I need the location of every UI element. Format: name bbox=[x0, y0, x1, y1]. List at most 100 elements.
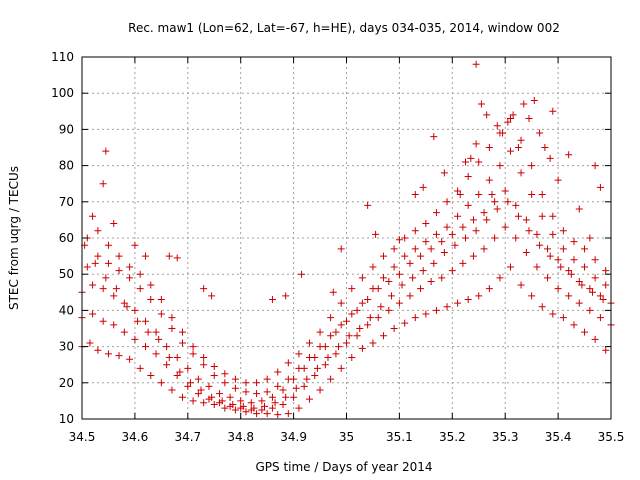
data-point bbox=[353, 332, 361, 340]
data-point bbox=[242, 388, 250, 396]
data-point bbox=[343, 339, 350, 347]
x-axis-ticks: 34.5 34.6 34.7 34.8 34.9 35 35.1 35.2 35.3 35.4 35… bbox=[69, 57, 625, 444]
data-point bbox=[126, 274, 134, 282]
data-point bbox=[377, 303, 385, 311]
data-point bbox=[454, 299, 462, 307]
data-point bbox=[578, 281, 586, 289]
data-point bbox=[165, 252, 173, 260]
data-point bbox=[152, 328, 160, 336]
data-point bbox=[406, 259, 414, 267]
x-tick-label: 34.8 bbox=[227, 430, 254, 444]
data-point bbox=[464, 172, 472, 180]
data-point bbox=[591, 256, 599, 264]
data-point bbox=[501, 187, 509, 195]
data-point bbox=[268, 296, 276, 304]
data-point bbox=[467, 154, 475, 162]
data-point bbox=[559, 314, 567, 322]
data-point bbox=[395, 299, 403, 307]
data-point bbox=[528, 191, 536, 199]
data-point bbox=[313, 364, 321, 372]
data-point bbox=[316, 386, 324, 394]
data-point bbox=[398, 281, 406, 289]
y-tick-label: 10 bbox=[59, 412, 74, 426]
data-point bbox=[602, 346, 610, 354]
data-point bbox=[348, 285, 356, 293]
data-point bbox=[337, 245, 345, 253]
data-point bbox=[136, 364, 144, 372]
y-tick-label: 30 bbox=[59, 340, 74, 354]
data-point bbox=[247, 399, 255, 407]
data-point bbox=[295, 364, 303, 372]
data-point bbox=[364, 321, 372, 329]
data-point bbox=[390, 325, 398, 332]
data-point bbox=[263, 410, 271, 418]
data-point bbox=[411, 227, 419, 235]
data-point bbox=[321, 361, 329, 369]
data-point bbox=[295, 350, 303, 358]
data-point bbox=[147, 281, 155, 289]
data-point bbox=[173, 254, 181, 262]
data-point bbox=[554, 256, 562, 264]
x-tick-label: 35 bbox=[339, 430, 354, 444]
data-point bbox=[570, 256, 578, 264]
data-point bbox=[327, 375, 335, 383]
data-point bbox=[157, 379, 165, 387]
data-point bbox=[295, 404, 303, 412]
y-tick-label: 60 bbox=[59, 231, 74, 245]
data-point bbox=[99, 317, 107, 325]
y-tick-label: 20 bbox=[59, 376, 74, 390]
data-point bbox=[411, 191, 419, 199]
data-point bbox=[173, 372, 181, 380]
data-point bbox=[253, 379, 261, 387]
data-point bbox=[546, 154, 554, 162]
x-tick-label: 34.9 bbox=[280, 430, 307, 444]
data-point bbox=[406, 292, 414, 300]
data-point bbox=[239, 402, 247, 410]
data-point bbox=[242, 408, 250, 416]
data-point bbox=[189, 343, 197, 351]
data-point bbox=[419, 183, 427, 191]
x-tick-label: 35.5 bbox=[598, 430, 625, 444]
data-point bbox=[110, 220, 118, 228]
data-point bbox=[538, 212, 546, 220]
data-point bbox=[546, 252, 554, 260]
data-point bbox=[86, 339, 94, 347]
data-point bbox=[358, 299, 366, 307]
data-point bbox=[448, 267, 456, 275]
data-point bbox=[208, 292, 216, 300]
data-point bbox=[282, 393, 290, 401]
data-point bbox=[432, 230, 440, 238]
data-point bbox=[253, 410, 261, 418]
data-point bbox=[237, 397, 245, 405]
data-point bbox=[348, 353, 356, 361]
data-point bbox=[327, 314, 335, 322]
data-point bbox=[218, 397, 226, 405]
data-point bbox=[506, 115, 514, 123]
data-point bbox=[364, 201, 372, 209]
data-point bbox=[475, 292, 483, 300]
data-point bbox=[284, 359, 292, 367]
data-point bbox=[596, 314, 604, 322]
data-point bbox=[343, 317, 350, 325]
y-tick-label: 50 bbox=[59, 267, 74, 281]
data-point bbox=[544, 245, 552, 253]
data-point bbox=[509, 111, 517, 119]
data-point bbox=[517, 281, 525, 289]
data-point bbox=[385, 306, 393, 314]
x-tick-label: 35.2 bbox=[439, 430, 466, 444]
data-point bbox=[438, 238, 446, 246]
data-point bbox=[200, 361, 208, 369]
data-point bbox=[226, 393, 234, 401]
data-point bbox=[131, 335, 139, 343]
data-point bbox=[221, 404, 229, 412]
data-point bbox=[284, 375, 292, 383]
data-point bbox=[565, 151, 573, 159]
data-point bbox=[104, 350, 112, 358]
data-point bbox=[104, 259, 112, 267]
data-point bbox=[422, 220, 430, 228]
data-point bbox=[337, 299, 345, 307]
data-point bbox=[472, 140, 480, 148]
data-point bbox=[369, 339, 377, 347]
data-point bbox=[200, 399, 208, 407]
data-point bbox=[104, 241, 112, 249]
